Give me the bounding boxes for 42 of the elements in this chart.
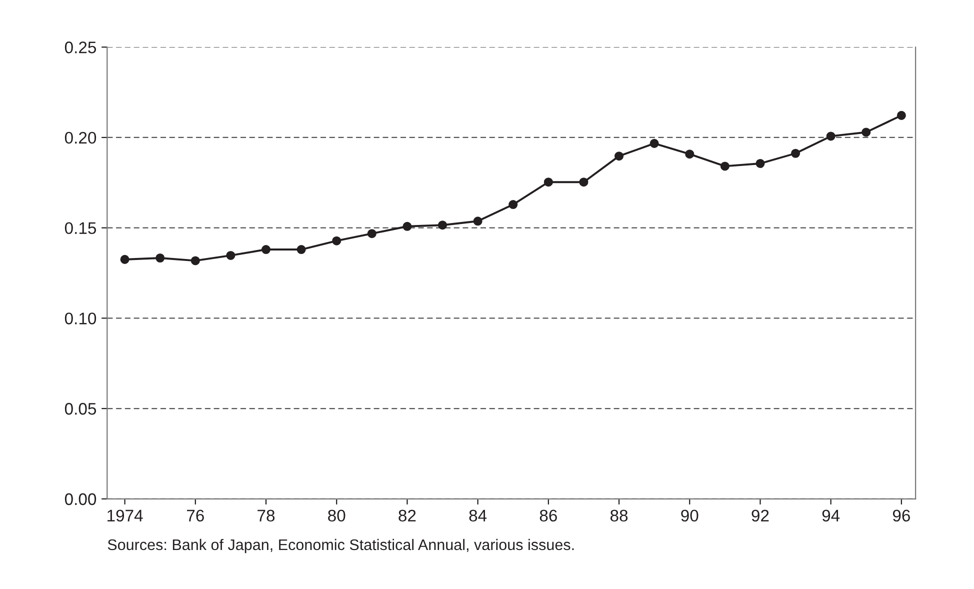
point (438, 220, 448, 230)
y-tick-label: 0.10 (64, 312, 96, 324)
point (720, 162, 730, 171)
point (156, 253, 165, 263)
point (473, 216, 482, 226)
y-tick-label: 0.05 (64, 402, 96, 415)
x-tick-label: 80 (328, 510, 346, 522)
x-tick-label: 84 (469, 510, 487, 522)
x-tick-label: 92 (752, 510, 769, 522)
point (756, 158, 765, 168)
x-tick-label: 76 (186, 510, 204, 522)
point (190, 256, 200, 266)
point (685, 150, 694, 159)
point (367, 229, 376, 238)
y-tick-label: 0.15 (64, 222, 96, 234)
x-tick-label: 1974 (108, 510, 143, 522)
point (650, 138, 659, 148)
point (296, 244, 306, 254)
x-tick-label: 88 (610, 510, 628, 522)
source-note: Sources: Bank of Japan, Economic Statistical Annual, various issues. (108, 538, 574, 554)
point (614, 152, 624, 161)
point (402, 222, 412, 231)
y-tick-label: 0.25 (64, 42, 96, 54)
x-tick-label: 96 (892, 510, 910, 522)
point (826, 132, 836, 141)
point (791, 148, 800, 158)
x-tick-label: 90 (681, 510, 698, 522)
point (261, 244, 271, 254)
point (896, 110, 906, 120)
point (120, 254, 130, 264)
y-tick-label: 0.00 (64, 493, 96, 506)
point (544, 178, 553, 187)
point (332, 236, 342, 246)
x-tick-label: 78 (258, 510, 275, 522)
point (579, 178, 588, 187)
point (862, 128, 871, 137)
x-tick-label: 94 (822, 510, 840, 522)
point (226, 250, 236, 260)
y-tick-label: 0.20 (64, 132, 96, 144)
x-tick-label: 82 (398, 510, 416, 522)
x-tick-label: 86 (540, 510, 557, 522)
point (508, 200, 518, 210)
